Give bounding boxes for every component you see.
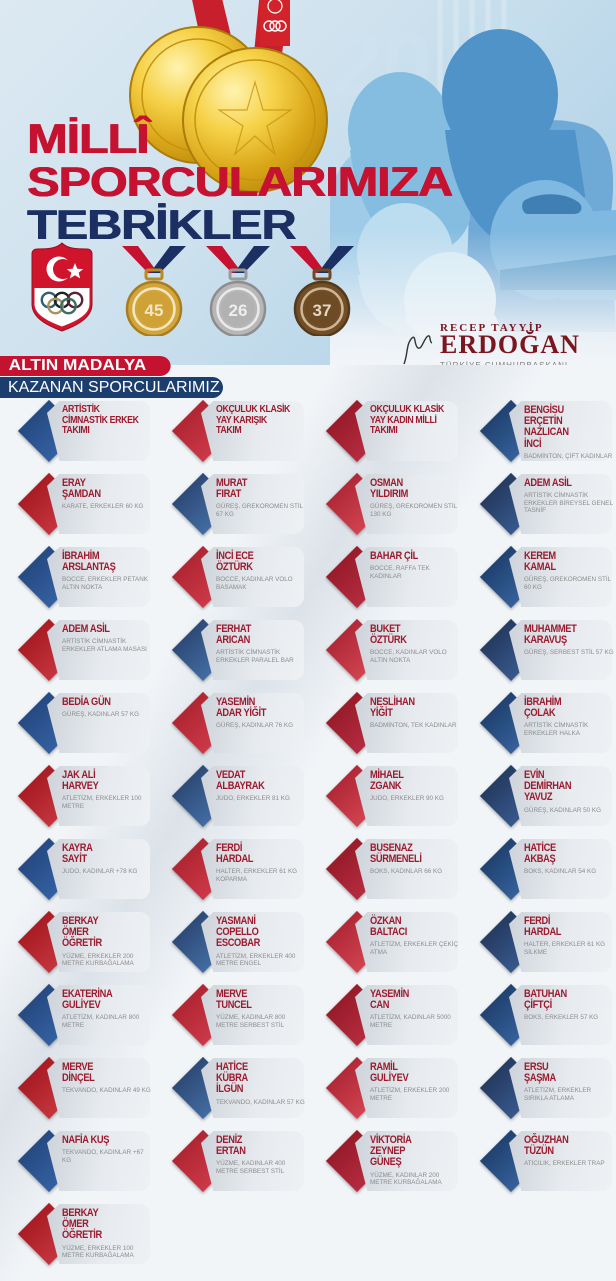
svg-text:45: 45	[145, 301, 164, 320]
svg-text:37: 37	[313, 301, 332, 320]
svg-text:26: 26	[229, 301, 248, 320]
